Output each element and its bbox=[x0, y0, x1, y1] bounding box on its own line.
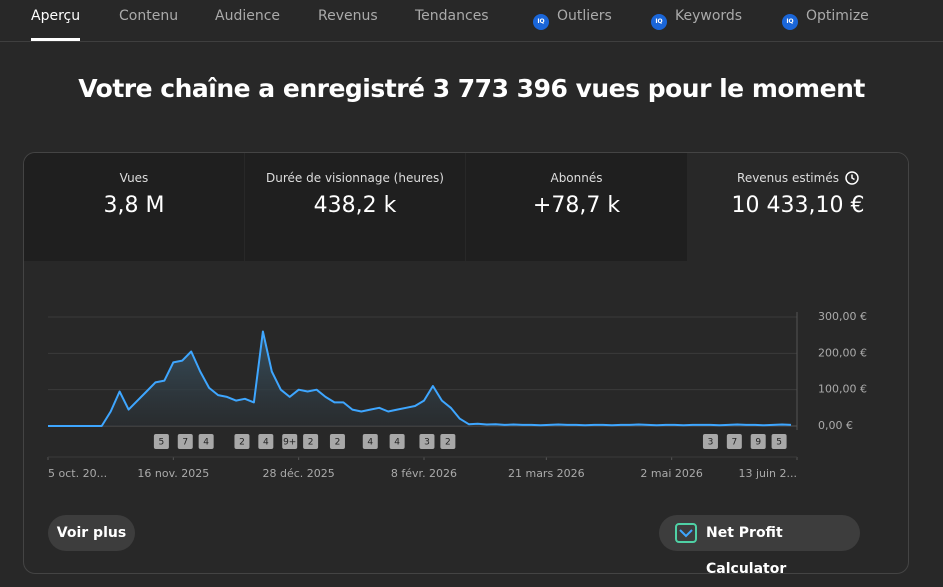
annotation-label: 3 bbox=[424, 438, 430, 448]
area-fill bbox=[48, 331, 792, 426]
heading: Votre chaîne a enregistré 3 773 396 vues… bbox=[78, 74, 865, 103]
metric-label: Durée de visionnage (heures) bbox=[266, 171, 444, 185]
metric-tile[interactable]: Revenus estimés 10 433,10 € bbox=[688, 153, 908, 261]
metric-value: 438,2 k bbox=[313, 193, 397, 218]
more-button[interactable]: Voir plus bbox=[48, 515, 135, 551]
tab-divider bbox=[0, 41, 943, 42]
line bbox=[48, 330, 792, 427]
clock-icon bbox=[845, 171, 859, 185]
calculator-label: Net Profit Calculator bbox=[706, 525, 787, 577]
y-tick-label: 200,00 € bbox=[818, 346, 867, 359]
x-tick-label: 28 déc. 2025 bbox=[263, 467, 335, 480]
annotation-badge bbox=[329, 434, 345, 449]
chart: 0,00 € 100,00 € 200,00 € 300,00 € 5 oct. 20.… bbox=[47, 310, 867, 480]
annotation-badge bbox=[419, 434, 435, 449]
annotation-badge bbox=[726, 434, 742, 449]
annotation-badge bbox=[362, 434, 378, 449]
annotation-badge bbox=[198, 434, 214, 449]
metric-label-text: Revenus estimés bbox=[737, 171, 839, 185]
calculator-button[interactable]: Net Profit Calculator bbox=[659, 515, 860, 577]
metric-value: 10 433,10 € bbox=[731, 193, 865, 218]
y-tick-label: 0,00 € bbox=[818, 419, 853, 432]
metric-label: Abonnés bbox=[550, 171, 603, 185]
annotation-label: 5 bbox=[776, 438, 782, 448]
tab[interactable]: IQ Keywords bbox=[651, 8, 742, 30]
x-tick-label: 8 févr. 2026 bbox=[391, 467, 457, 480]
tab-label: Outliers bbox=[557, 8, 612, 24]
y-tick-label: 300,00 € bbox=[818, 310, 867, 323]
annotation-badge bbox=[303, 434, 319, 449]
metric-value: +78,7 k bbox=[532, 193, 621, 218]
annotation-label: 9 bbox=[755, 438, 761, 448]
annotation-badge bbox=[153, 434, 169, 449]
metric-tile[interactable]: Durée de visionnage (heures) 438,2 k bbox=[245, 153, 465, 261]
annotation-label: 3 bbox=[708, 438, 714, 448]
annotation-label: 4 bbox=[367, 438, 373, 448]
x-tick-label: 21 mars 2026 bbox=[508, 467, 585, 480]
annotation-label: 2 bbox=[335, 438, 341, 448]
annotation-badge bbox=[258, 434, 274, 449]
tab-icon: IQ bbox=[651, 14, 667, 30]
x-tick-label: 5 oct. 20... bbox=[48, 467, 107, 480]
annotation-badge bbox=[282, 434, 298, 449]
tab-icon: IQ bbox=[782, 14, 798, 30]
metric-value: 3,8 M bbox=[103, 193, 165, 218]
tab[interactable]: Contenu bbox=[119, 8, 179, 24]
tab[interactable]: Audience bbox=[215, 8, 281, 24]
tab[interactable]: Revenus bbox=[318, 8, 378, 24]
metric-tile[interactable]: Vues 3,8 M bbox=[24, 153, 244, 261]
annotation-label: 7 bbox=[182, 438, 188, 448]
annotation-label: 4 bbox=[203, 438, 209, 448]
annotation-label: 2 bbox=[308, 438, 314, 448]
metric-tile[interactable]: Abonnés +78,7 k bbox=[466, 153, 687, 261]
annotation-label: 4 bbox=[263, 438, 269, 448]
tab[interactable]: Aperçu bbox=[31, 8, 81, 24]
annotation-badge bbox=[440, 434, 456, 449]
nexlev-logo bbox=[675, 523, 697, 543]
x-tick-label: 2 mai 2026 bbox=[640, 467, 703, 480]
annotation-badge bbox=[771, 434, 787, 449]
annotation-label: 2 bbox=[239, 438, 245, 448]
annotation-label: 2 bbox=[445, 438, 451, 448]
annotation-label: 9+ bbox=[283, 438, 296, 448]
metric-label: Vues bbox=[119, 171, 149, 185]
tab[interactable]: IQ Optimize bbox=[782, 8, 869, 30]
tab[interactable]: Tendances bbox=[415, 8, 489, 24]
annotation-badge bbox=[750, 434, 766, 449]
annotation-badge bbox=[177, 434, 193, 449]
tab-indicator bbox=[31, 38, 80, 41]
tab-icon: IQ bbox=[533, 14, 549, 30]
annotation-label: 4 bbox=[394, 438, 400, 448]
x-tick-label: 16 nov. 2025 bbox=[137, 467, 209, 480]
annotation-badge bbox=[389, 434, 405, 449]
annotation-label: 5 bbox=[159, 438, 165, 448]
page: Aperçu Contenu Audience Revenus Tendance… bbox=[0, 8, 943, 577]
annotation-badge bbox=[702, 434, 718, 449]
annotation-badge bbox=[234, 434, 250, 449]
x-tick-label: 13 juin 2... bbox=[738, 467, 797, 480]
tab-label: Optimize bbox=[806, 8, 869, 24]
tab[interactable]: IQ Outliers bbox=[533, 8, 612, 30]
metric-label: Revenus estimés bbox=[688, 171, 908, 185]
y-tick-label: 100,00 € bbox=[818, 383, 867, 396]
annotation-label: 7 bbox=[731, 438, 737, 448]
tab-label: Keywords bbox=[675, 8, 743, 24]
